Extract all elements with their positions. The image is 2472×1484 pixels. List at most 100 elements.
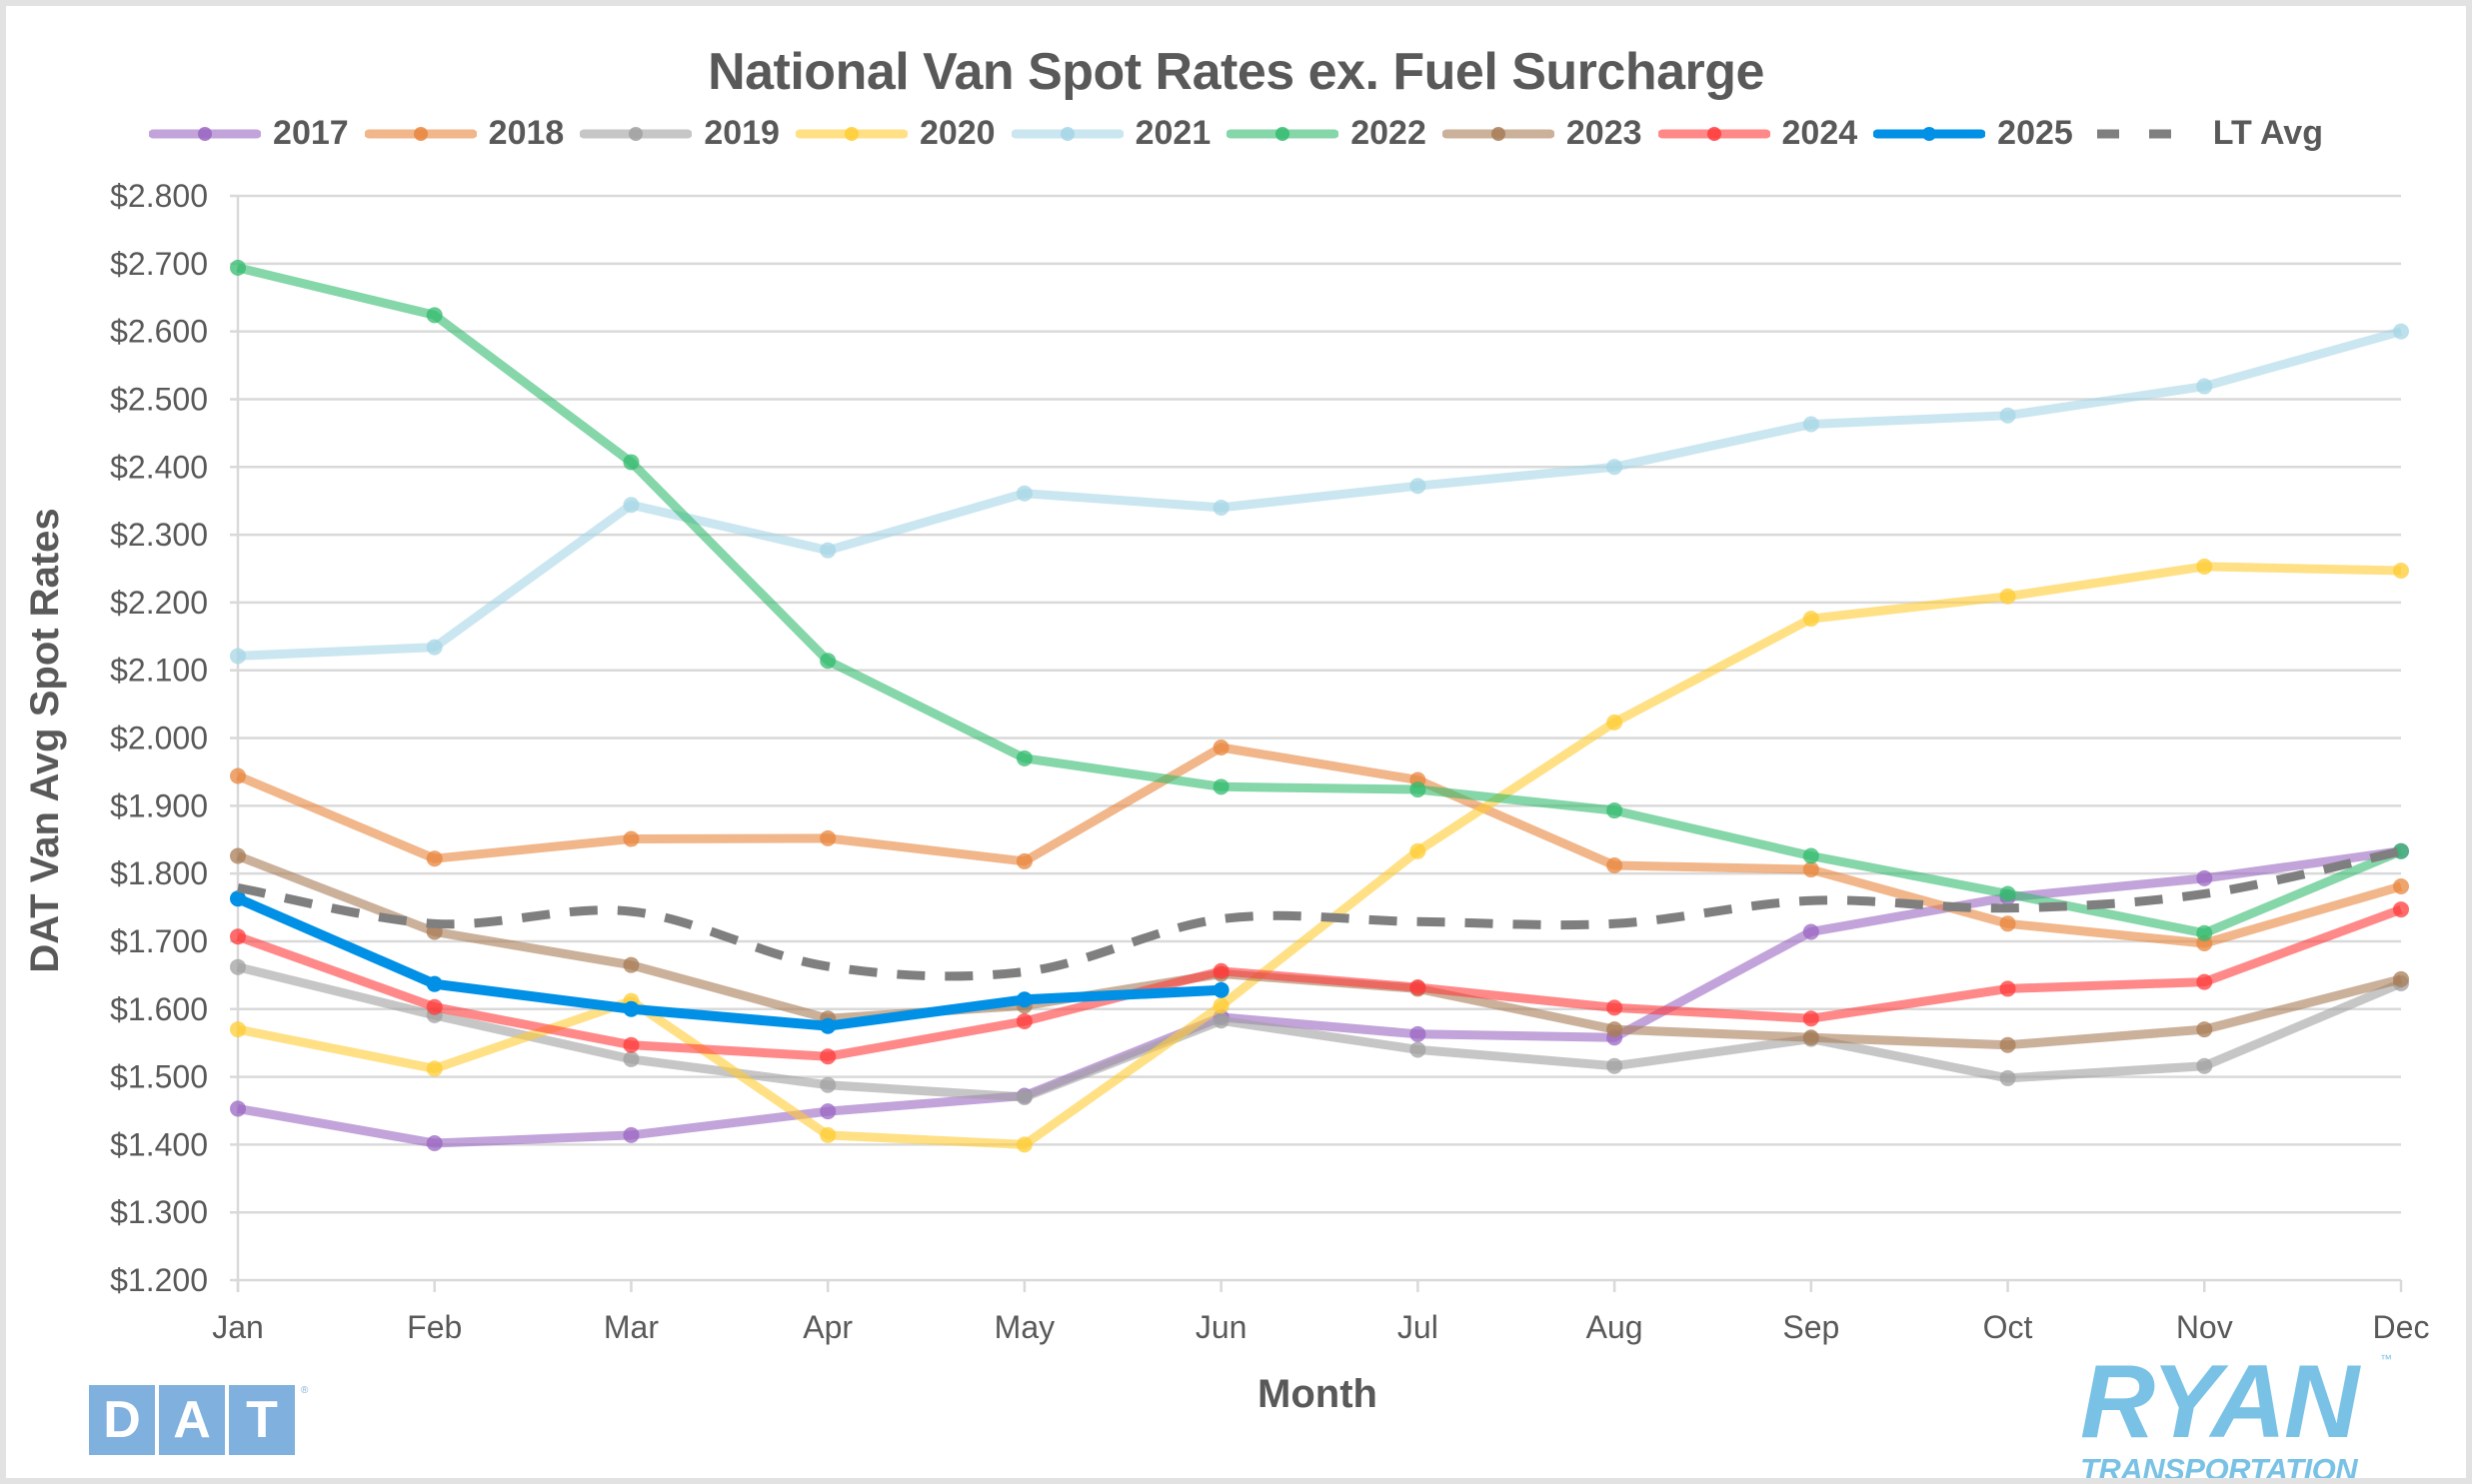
data-point [1802,611,1819,628]
legend-label: 2020 [919,114,996,152]
data-point [1606,856,1623,873]
y-tick-label: $1.700 [110,923,208,959]
x-tick-label: May [995,1309,1055,1345]
data-point [820,653,837,670]
data-point [426,998,443,1015]
data-point [623,454,640,471]
data-point [230,767,246,784]
data-point [1999,1069,2016,1086]
series-line [236,962,2403,1102]
data-point [820,829,837,846]
series-2019 [230,958,2409,1105]
y-axis-title: DAT Van Avg Spot Rates [23,508,67,972]
data-point [1213,739,1230,755]
line-chart: $1.200 $1.300 $1.400 $1.500 $1.600 $1.700 $1.8… [23,178,2429,1416]
x-tick-label: Oct [1983,1309,2033,1345]
legend-label: LT Avg [2212,114,2323,152]
dat-logo-letter: A [159,1385,225,1455]
data-point [2393,323,2409,340]
y-tick-label: $1.400 [110,1126,208,1162]
data-point [230,259,246,276]
series-line [236,893,1222,1031]
data-point [230,928,246,945]
data-point [230,1100,246,1117]
data-point [230,648,246,665]
data-point [230,847,246,864]
y-tick-label: $2.500 [110,381,208,417]
series-layer [230,259,2409,1153]
x-tick-label: Sep [1782,1309,1839,1345]
data-point [230,958,246,975]
data-point [2196,869,2213,886]
data-point [623,1050,640,1067]
legend-item: 2020 [795,114,996,153]
legend-label: 2025 [1997,114,2073,152]
data-point [820,1017,837,1034]
data-point [1802,923,1819,940]
legend-swatch [795,126,908,141]
data-point [2393,901,2409,918]
legend: 2017 2018 2019 2020 2021 2022 2023 2024 2025 LT A… [6,114,2466,153]
series-2018 [230,739,2409,951]
data-point [2196,973,2213,990]
data-point [426,1135,443,1152]
data-point [1409,1025,1426,1042]
data-point [2196,1057,2213,1074]
data-point [2393,878,2409,895]
data-point [230,890,246,907]
data-point [1802,1029,1819,1046]
data-point [623,1126,640,1143]
legend-swatch [580,126,693,141]
dat-logo: D A T ® [89,1385,308,1455]
data-point [623,497,640,514]
ryan-logo-word: RYAN [2080,1344,2359,1460]
legend-swatch [1657,126,1770,141]
data-point [820,1048,837,1065]
data-point [1606,1057,1623,1074]
data-point [1213,778,1230,795]
x-tick-label: Jun [1196,1309,1247,1345]
series-line [236,904,2403,1061]
y-tick-label: $2.300 [110,517,208,553]
legend-item: 2017 [149,114,349,153]
x-axis-title: Month [1257,1372,1377,1416]
data-point [1016,991,1033,1008]
data-point [1999,588,2016,605]
data-point [820,542,837,559]
y-tick-label: $2.000 [110,721,208,756]
data-point [1606,999,1623,1016]
y-tick-label: $1.500 [110,1059,208,1095]
data-point [820,1076,837,1093]
series-line [237,846,2402,1148]
y-tick-label: $1.200 [110,1262,208,1298]
data-point [1213,1012,1230,1029]
data-point [1802,1010,1819,1027]
data-point [1213,962,1230,979]
data-point [1409,842,1426,859]
ryan-logo-subtitle: TRANSPORTATION [2080,1452,2358,1484]
legend-label: 2022 [1350,114,1426,152]
data-point [2393,563,2409,580]
ryan-transportation-logo: RYAN ™ TRANSPORTATION [2080,1344,2400,1484]
series-line [237,327,2403,661]
legend-label: 2019 [704,114,780,152]
y-tick-label: $1.900 [110,787,208,823]
y-tick-label: $2.400 [110,449,208,485]
legend-label: 2017 [273,114,349,152]
legend-item: 2018 [364,114,565,153]
series-line [236,263,2403,938]
legend-label: 2018 [488,114,565,152]
data-point [623,1036,640,1053]
legend-item: 2025 [1873,114,2073,153]
y-tick-label: $2.100 [110,653,208,689]
series-2024 [230,901,2409,1065]
legend-item: 2022 [1227,114,1426,153]
series-2021 [230,323,2409,665]
data-point [2196,924,2213,941]
data-point [2393,970,2409,987]
x-tick-label: Feb [407,1309,462,1345]
legend-item: 2023 [1441,114,1642,153]
data-point [1802,416,1819,433]
data-point [1409,979,1426,996]
data-point [1016,749,1033,766]
